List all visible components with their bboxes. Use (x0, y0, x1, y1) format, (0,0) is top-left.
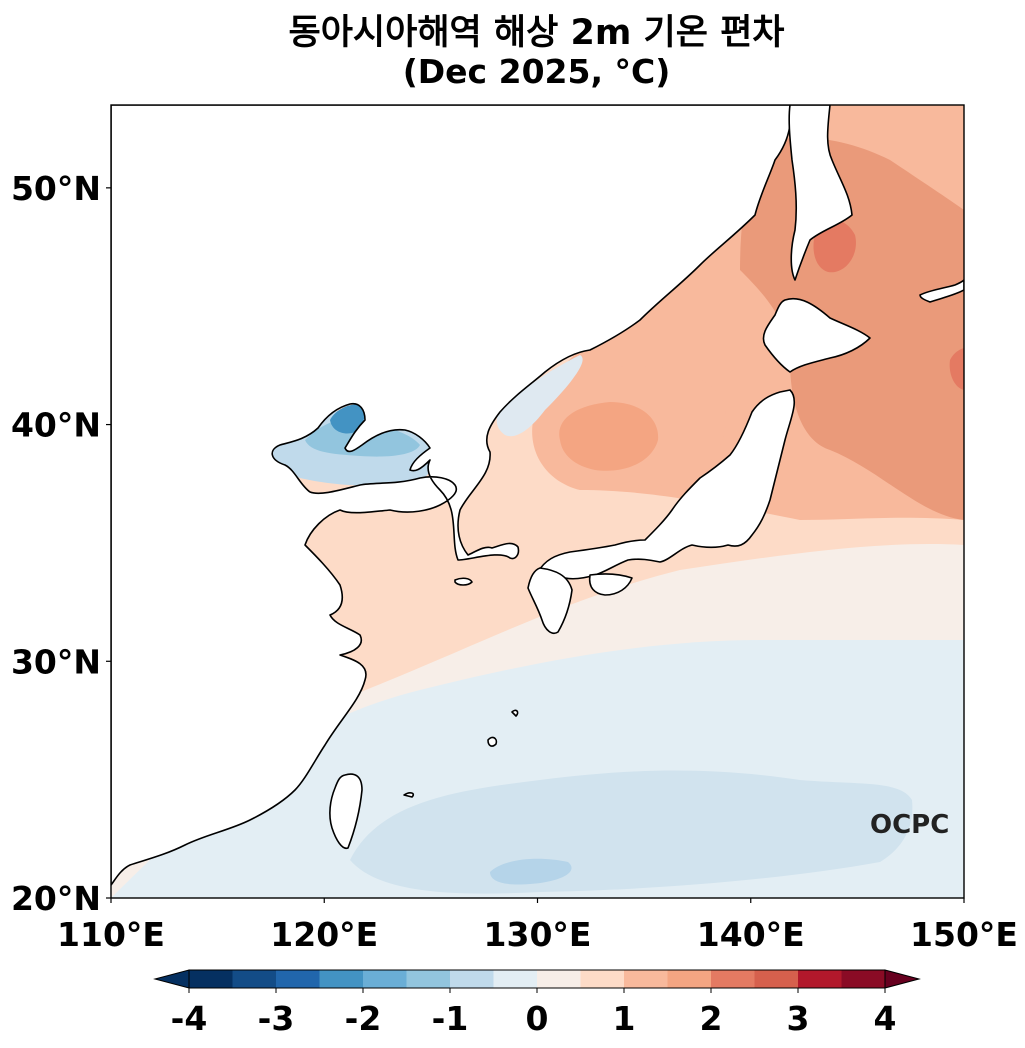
land-japan-hokkaido (762, 298, 871, 373)
land-okinawa (487, 736, 498, 747)
anomaly-pos-2-patch (813, 219, 856, 273)
colorbar-segment (189, 970, 233, 988)
lat-tick-label: 20°N (11, 879, 101, 918)
colorbar-tick-label: 2 (700, 999, 723, 1038)
colorbar-segment (537, 970, 581, 988)
land-sakhalin (788, 105, 853, 281)
colorbar-segment (450, 970, 494, 988)
land-jeju (454, 577, 473, 586)
colorbar-extend-low (153, 969, 190, 989)
colorbar-segment (624, 970, 668, 988)
colorbar-segment (754, 970, 799, 988)
colorbar-tick-label: -1 (432, 999, 469, 1038)
anomaly-neg-1-patch (350, 770, 913, 894)
colorbar-segment (711, 970, 755, 988)
colorbar-segment (580, 970, 625, 988)
colorbar-segment (841, 970, 886, 988)
land-china-korea (111, 105, 792, 886)
colorbar-tick-label: 3 (787, 999, 810, 1038)
lon-tick-label: 130°E (484, 915, 592, 954)
anomaly-neg-korea-north (496, 355, 583, 437)
land-japan-kyushu (527, 567, 573, 635)
land-ryukyu-1 (511, 709, 519, 717)
ocpc-logo-text: OCPC (870, 810, 949, 840)
colorbar-segment (406, 970, 451, 988)
colorbar-segment (232, 970, 277, 988)
lon-tick-label: 110°E (57, 915, 165, 954)
land-kamchatka-kuril (919, 279, 964, 303)
colorbar-tick-label: 1 (613, 999, 636, 1038)
lon-tick-label: 120°E (270, 915, 378, 954)
lat-tick-label: 30°N (11, 642, 101, 681)
colorbar-segment (276, 970, 320, 988)
lat-tick-label: 40°N (11, 406, 101, 445)
colorbar-tick-label: 0 (526, 999, 549, 1038)
anomaly-neg-liaodong (330, 404, 365, 434)
latitude-tick-labels: 20°N 30°N 40°N 50°N (11, 169, 111, 918)
map-title: 동아시아해역 해상 2m 기온 편차 (288, 13, 785, 53)
colorbar-segment (319, 970, 364, 988)
map-subtitle: (Dec 2025, °C) (402, 52, 671, 91)
colorbar-segment (493, 970, 538, 988)
land-taiwan (329, 773, 363, 850)
land-layer (111, 105, 964, 886)
colorbar-segment (798, 970, 842, 988)
colorbar-tick-label: 4 (874, 999, 897, 1038)
land-ryukyu-2 (403, 792, 415, 798)
longitude-tick-labels: 110°E 120°E 130°E 140°E 150°E (57, 898, 1018, 954)
anomaly-pos-15-patch-sea (559, 402, 659, 471)
colorbar-tick-label: -2 (345, 999, 382, 1038)
ocpc-logo: OCPC (870, 810, 949, 840)
colorbar-tick-label: -4 (171, 999, 208, 1038)
colorbar-tick-label: -3 (258, 999, 295, 1038)
lon-tick-label: 150°E (910, 915, 1018, 954)
lon-tick-label: 140°E (697, 915, 805, 954)
anomaly-pos-2-patch-east (949, 348, 964, 390)
anomaly-neg-15-patch (490, 858, 572, 885)
colorbar: -4 -3 -2 -1 0 1 2 3 4 (153, 969, 921, 1038)
colorbar-extend-high (884, 969, 921, 989)
lat-tick-label: 50°N (11, 169, 101, 208)
land-japan-shikoku (588, 573, 633, 596)
colorbar-segment (363, 970, 407, 988)
colorbar-segment (667, 970, 712, 988)
